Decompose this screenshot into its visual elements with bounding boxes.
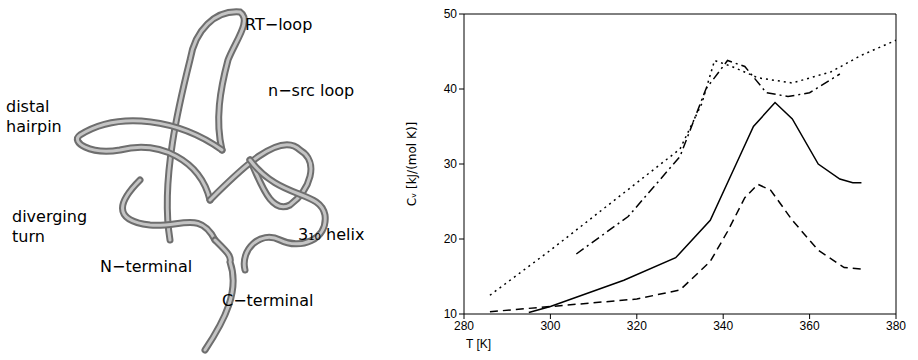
svg-text:divergingturn: divergingturn: [12, 207, 87, 246]
svg-text:20: 20: [444, 232, 458, 246]
svg-text:40: 40: [444, 82, 458, 96]
svg-text:Cᵥ [kJ/(mol K)]: Cᵥ [kJ/(mol K)]: [405, 122, 419, 207]
svg-text:C−terminal: C−terminal: [222, 291, 313, 310]
svg-text:n−src loop: n−src loop: [268, 81, 354, 100]
svg-text:320: 320: [627, 319, 647, 333]
svg-text:10: 10: [444, 307, 458, 321]
svg-text:distalhairpin: distalhairpin: [6, 97, 62, 136]
svg-text:380: 380: [886, 319, 906, 333]
svg-text:N−terminal: N−terminal: [100, 257, 192, 276]
svg-text:360: 360: [800, 319, 820, 333]
svg-text:T [K]: T [K]: [466, 337, 491, 351]
svg-text:3₁₀ helix: 3₁₀ helix: [298, 225, 364, 244]
svg-text:340: 340: [713, 319, 733, 333]
svg-text:30: 30: [444, 157, 458, 171]
svg-text:RT−loop: RT−loop: [245, 15, 312, 34]
svg-text:280: 280: [454, 319, 474, 333]
svg-text:50: 50: [444, 7, 458, 21]
svg-text:300: 300: [540, 319, 560, 333]
